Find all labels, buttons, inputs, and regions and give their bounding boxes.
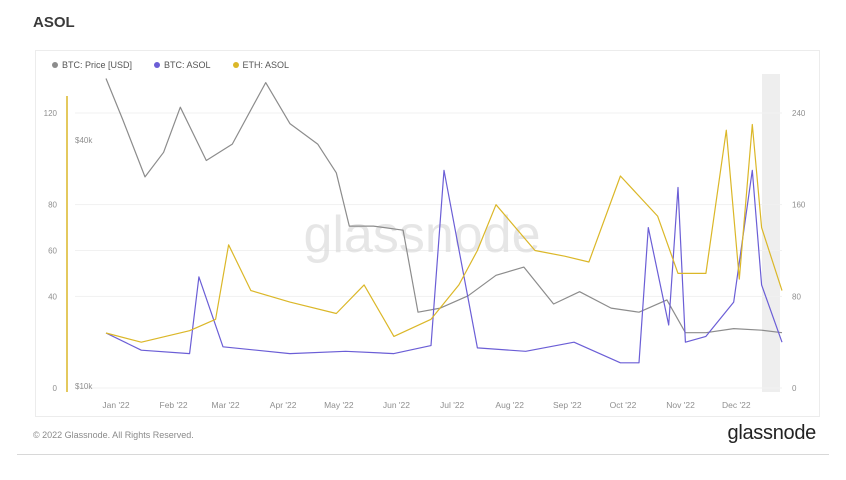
legend-label: ETH: ASOL: [242, 60, 290, 70]
price-tick-label: $40k: [75, 136, 93, 145]
series-line: [105, 123, 783, 343]
legend-label: BTC: Price [USD]: [62, 60, 133, 70]
right-tick-label: 160: [792, 201, 806, 210]
x-tick-label: Nov '22: [666, 400, 695, 410]
left-tick-label: 40: [48, 292, 57, 301]
left-tick-label: 0: [53, 384, 58, 393]
right-tick-label: 240: [792, 109, 806, 118]
x-tick-label: Dec '22: [722, 400, 751, 410]
legend-item-eth-asol[interactable]: ETH: ASOL: [232, 60, 290, 70]
chart-frame: [35, 50, 820, 417]
watermark: glassnode: [303, 206, 540, 264]
legend-item-btc-asol[interactable]: BTC: ASOL: [154, 60, 211, 70]
x-tick-label: Aug '22: [495, 400, 524, 410]
right-tick-label: 80: [792, 292, 801, 301]
x-tick-label: Mar '22: [212, 400, 240, 410]
copyright-text: © 2022 Glassnode. All Rights Reserved.: [33, 430, 194, 440]
x-tick-label: Feb '22: [160, 400, 188, 410]
x-tick-label: Oct '22: [610, 400, 637, 410]
x-tick-label: Sep '22: [553, 400, 582, 410]
left-tick-label: 60: [48, 247, 57, 256]
series-line: [105, 78, 783, 334]
right-axis-ticks: 0 80 160 240: [792, 109, 806, 393]
brand-logo: glassnode: [727, 422, 817, 444]
left-axis-ticks: 0 40 80 120 60: [44, 109, 58, 393]
recent-data-shade: [762, 74, 780, 392]
x-tick-label: Jan '22: [102, 400, 129, 410]
legend-dot-icon: [52, 62, 58, 68]
series-lines: [105, 78, 783, 364]
price-axis-ticks: $10k $40k: [75, 136, 93, 391]
price-tick-label: $10k: [75, 382, 93, 391]
left-tick-label: 120: [44, 109, 58, 118]
grid-lines: [75, 112, 782, 389]
series-line: [105, 169, 783, 364]
legend-dot-icon: [232, 62, 239, 68]
left-tick-label: 80: [48, 201, 57, 210]
x-axis-ticks: Jan '22 Feb '22 Mar '22 Apr '22 May '22 Jun '…: [102, 400, 750, 410]
chart-title: ASOL: [33, 14, 75, 31]
x-tick-label: May '22: [324, 400, 354, 410]
right-tick-label: 0: [792, 384, 797, 393]
x-tick-label: Jun '22: [383, 400, 410, 410]
x-tick-label: Apr '22: [270, 400, 297, 410]
x-tick-label: Jul '22: [440, 400, 465, 410]
bottom-divider: [17, 454, 829, 455]
legend-dot-icon: [154, 62, 161, 68]
legend-item-btc-price[interactable]: BTC: Price [USD]: [52, 60, 132, 70]
chart-legend: BTC: Price [USD] BTC: ASOL ETH: ASOL: [52, 58, 289, 72]
legend-label: BTC: ASOL: [164, 60, 211, 70]
